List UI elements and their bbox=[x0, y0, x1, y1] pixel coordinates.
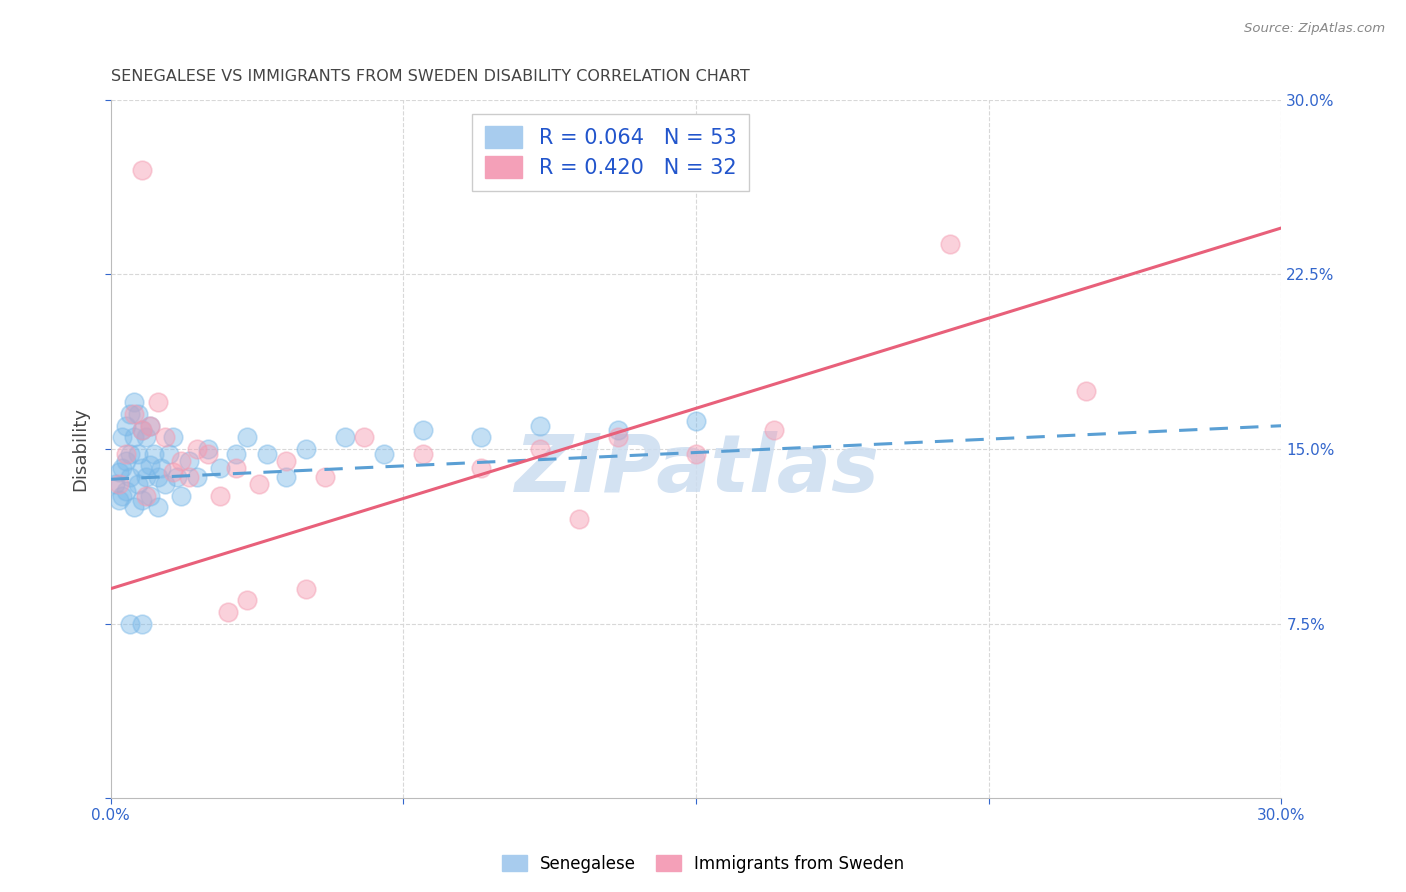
Point bbox=[247, 477, 270, 491]
Point bbox=[107, 465, 129, 479]
Point bbox=[111, 460, 134, 475]
Point bbox=[139, 458, 162, 473]
Point bbox=[131, 162, 153, 177]
Point bbox=[135, 430, 157, 444]
Point bbox=[115, 483, 138, 498]
Point bbox=[146, 395, 169, 409]
Point bbox=[685, 414, 707, 428]
Point bbox=[276, 453, 298, 467]
Point bbox=[131, 460, 153, 475]
Point bbox=[127, 447, 149, 461]
Point bbox=[122, 407, 145, 421]
Point bbox=[135, 489, 157, 503]
Point bbox=[225, 460, 247, 475]
Point bbox=[170, 489, 193, 503]
Point bbox=[170, 453, 193, 467]
Point bbox=[131, 424, 153, 438]
Point bbox=[146, 500, 169, 515]
Point bbox=[122, 430, 145, 444]
Point bbox=[412, 424, 434, 438]
Point bbox=[295, 582, 318, 596]
Point bbox=[111, 489, 134, 503]
Point bbox=[142, 447, 165, 461]
Point bbox=[157, 447, 180, 461]
Point bbox=[177, 453, 200, 467]
Point bbox=[763, 424, 786, 438]
Point bbox=[122, 500, 145, 515]
Point bbox=[139, 418, 162, 433]
Y-axis label: Disability: Disability bbox=[72, 407, 89, 491]
Point bbox=[131, 616, 153, 631]
Text: Source: ZipAtlas.com: Source: ZipAtlas.com bbox=[1244, 22, 1385, 36]
Point bbox=[166, 470, 188, 484]
Point bbox=[139, 418, 162, 433]
Point bbox=[107, 477, 129, 491]
Point bbox=[120, 447, 142, 461]
Point bbox=[150, 460, 173, 475]
Point bbox=[236, 430, 259, 444]
Point bbox=[186, 442, 208, 456]
Point bbox=[333, 430, 356, 444]
Point bbox=[127, 407, 149, 421]
Point bbox=[146, 470, 169, 484]
Point bbox=[529, 442, 551, 456]
Point bbox=[111, 430, 134, 444]
Point bbox=[115, 418, 138, 433]
Point bbox=[115, 453, 138, 467]
Point bbox=[104, 477, 127, 491]
Point bbox=[115, 447, 138, 461]
Point bbox=[131, 493, 153, 508]
Point bbox=[938, 237, 960, 252]
Point bbox=[256, 447, 278, 461]
Point bbox=[197, 447, 219, 461]
Point bbox=[120, 470, 142, 484]
Point bbox=[208, 489, 231, 503]
Point bbox=[217, 605, 239, 619]
Point bbox=[353, 430, 375, 444]
Point bbox=[225, 447, 247, 461]
Point bbox=[208, 460, 231, 475]
Point bbox=[107, 493, 129, 508]
Point bbox=[685, 447, 707, 461]
Point bbox=[197, 442, 219, 456]
Point bbox=[120, 616, 142, 631]
Point bbox=[177, 470, 200, 484]
Point bbox=[186, 470, 208, 484]
Point bbox=[607, 430, 630, 444]
Point bbox=[236, 593, 259, 607]
Point bbox=[162, 465, 184, 479]
Legend: R = 0.064   N = 53, R = 0.420   N = 32: R = 0.064 N = 53, R = 0.420 N = 32 bbox=[472, 114, 749, 191]
Point bbox=[162, 430, 184, 444]
Legend: Senegalese, Immigrants from Sweden: Senegalese, Immigrants from Sweden bbox=[495, 848, 911, 880]
Text: ZIPatlas: ZIPatlas bbox=[513, 431, 879, 509]
Point bbox=[127, 477, 149, 491]
Point bbox=[373, 447, 395, 461]
Point bbox=[295, 442, 318, 456]
Point bbox=[122, 395, 145, 409]
Point bbox=[155, 430, 177, 444]
Point bbox=[607, 424, 630, 438]
Point bbox=[412, 447, 434, 461]
Point bbox=[135, 470, 157, 484]
Point bbox=[529, 418, 551, 433]
Point bbox=[131, 424, 153, 438]
Point bbox=[314, 470, 336, 484]
Point bbox=[1076, 384, 1098, 398]
Point bbox=[470, 460, 492, 475]
Point bbox=[470, 430, 492, 444]
Point bbox=[120, 407, 142, 421]
Point bbox=[276, 470, 298, 484]
Text: SENEGALESE VS IMMIGRANTS FROM SWEDEN DISABILITY CORRELATION CHART: SENEGALESE VS IMMIGRANTS FROM SWEDEN DIS… bbox=[111, 69, 749, 84]
Point bbox=[568, 512, 591, 526]
Point bbox=[155, 477, 177, 491]
Point bbox=[139, 489, 162, 503]
